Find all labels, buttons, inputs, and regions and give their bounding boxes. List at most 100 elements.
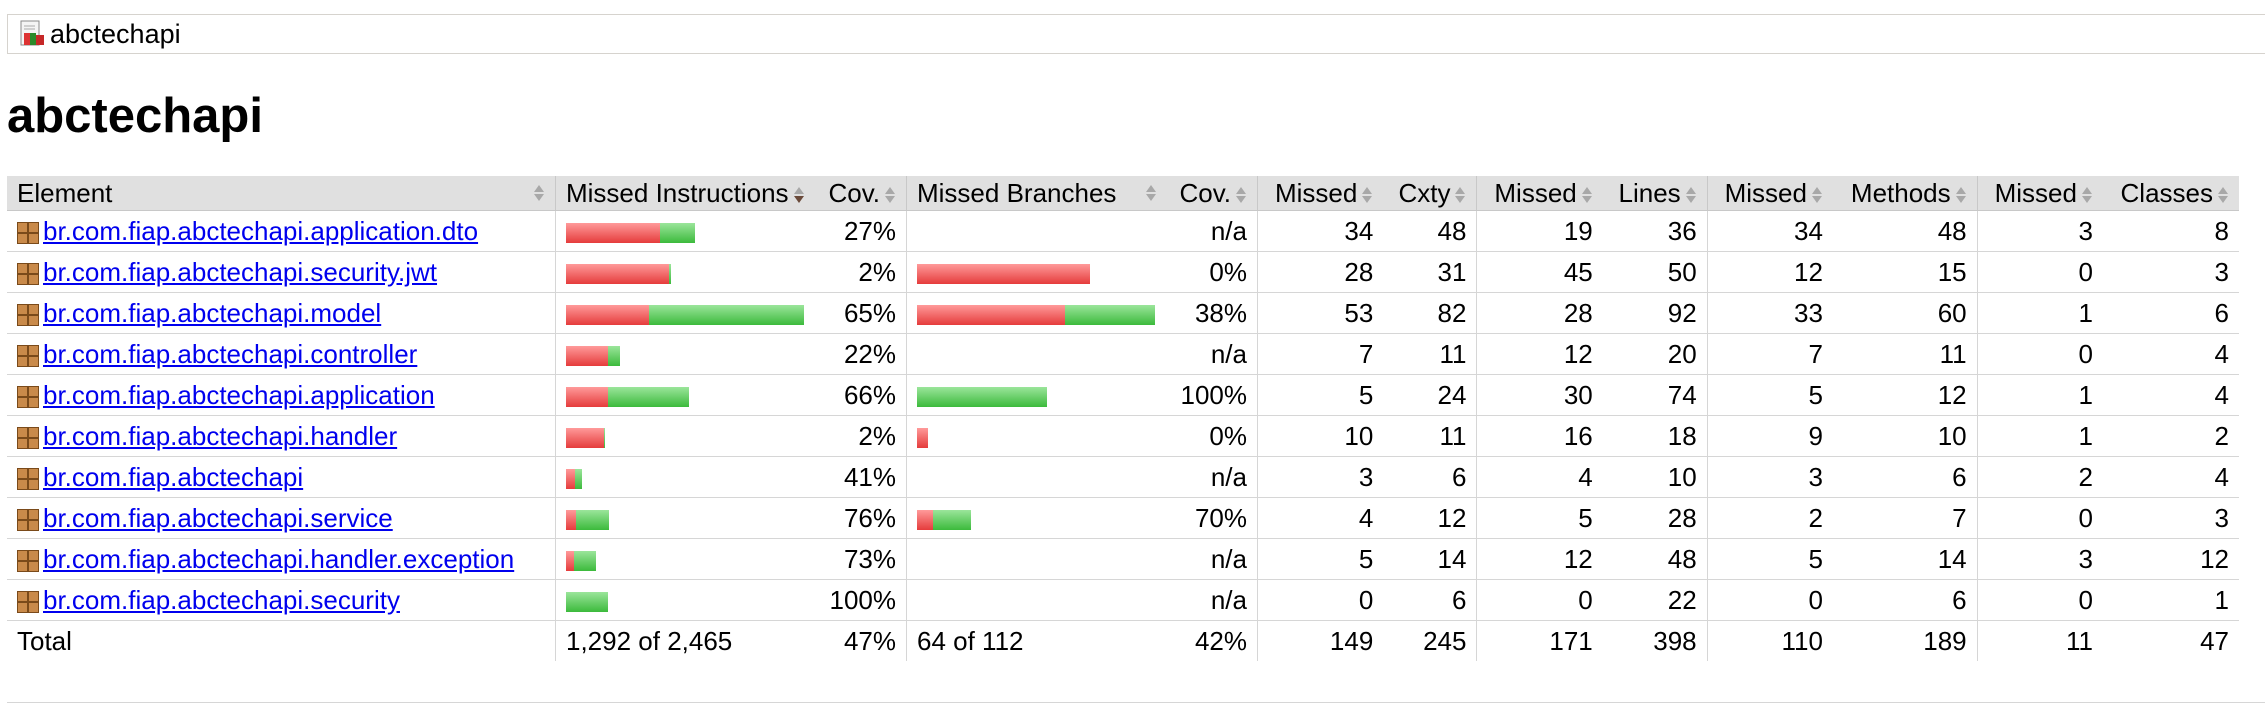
package-link[interactable]: br.com.fiap.abctechapi.security bbox=[43, 584, 400, 615]
package-link[interactable]: br.com.fiap.abctechapi.model bbox=[43, 297, 382, 328]
missed-instructions-bar-cell bbox=[555, 333, 816, 375]
classes: 1 bbox=[2102, 579, 2239, 621]
missed-complexity: 34 bbox=[1257, 210, 1384, 252]
package-icon bbox=[17, 549, 39, 572]
total-classes: 47 bbox=[2200, 625, 2229, 656]
table-row: br.com.fiap.abctechapi.controller 22% n/a 7… bbox=[7, 333, 2239, 375]
branches-coverage: n/a bbox=[1167, 538, 1258, 580]
package-link[interactable]: br.com.fiap.abctechapi.security.jwt bbox=[43, 256, 438, 287]
sort-icon bbox=[1685, 185, 1697, 205]
package-link[interactable]: br.com.fiap.abctechapi.service bbox=[43, 502, 393, 533]
missed-bar-segment bbox=[917, 509, 933, 530]
header-complexity[interactable]: Cxty bbox=[1383, 176, 1477, 211]
missed-branches-bar-cell bbox=[906, 251, 1167, 293]
header-missed-branches[interactable]: Missed Branches bbox=[906, 176, 1167, 211]
complexity: 48 bbox=[1383, 210, 1477, 252]
missed-instructions-bar-cell bbox=[555, 292, 816, 334]
sort-icon bbox=[2081, 185, 2093, 205]
missed-complexity: 5 bbox=[1257, 374, 1384, 416]
coverage-table: Element Missed Instructions Cov. Missed … bbox=[7, 176, 2239, 661]
package-link[interactable]: br.com.fiap.abctechapi.application bbox=[43, 379, 435, 410]
missed-instructions-bar-cell bbox=[555, 579, 816, 621]
sort-icon bbox=[1454, 185, 1466, 205]
coverage-bar bbox=[566, 304, 804, 325]
package-icon bbox=[17, 344, 39, 367]
package-cell: br.com.fiap.abctechapi.controller bbox=[7, 333, 556, 375]
package-cell: br.com.fiap.abctechapi.security bbox=[7, 579, 556, 621]
package-link[interactable]: br.com.fiap.abctechapi.handler bbox=[43, 420, 398, 451]
table-row: br.com.fiap.abctechapi.application 66% 100… bbox=[7, 374, 2239, 416]
total-methods: 189 bbox=[1923, 625, 1967, 656]
complexity: 6 bbox=[1383, 456, 1477, 498]
methods: 6 bbox=[1832, 579, 1978, 621]
branches-coverage: n/a bbox=[1167, 579, 1258, 621]
missed-lines: 5 bbox=[1476, 497, 1603, 539]
header-lines[interactable]: Lines bbox=[1602, 176, 1708, 211]
covered-bar-segment bbox=[660, 222, 695, 243]
missed-methods: 0 bbox=[1706, 579, 1833, 621]
package-icon bbox=[17, 590, 39, 613]
instructions-coverage: 2% bbox=[816, 415, 907, 457]
package-cell: br.com.fiap.abctechapi.service bbox=[7, 497, 556, 539]
covered-bar-segment bbox=[576, 509, 609, 530]
missed-complexity: 0 bbox=[1257, 579, 1384, 621]
missed-classes: 0 bbox=[1976, 333, 2103, 375]
classes: 3 bbox=[2102, 497, 2239, 539]
missed-methods: 2 bbox=[1706, 497, 1833, 539]
coverage-bar bbox=[917, 509, 971, 530]
package-cell: br.com.fiap.abctechapi.application bbox=[7, 374, 556, 416]
instructions-coverage: 27% bbox=[816, 210, 907, 252]
missed-bar-segment bbox=[566, 386, 608, 407]
instructions-coverage: 76% bbox=[816, 497, 907, 539]
header-methods[interactable]: Methods bbox=[1832, 176, 1978, 211]
complexity: 6 bbox=[1383, 579, 1477, 621]
missed-lines: 12 bbox=[1476, 333, 1603, 375]
package-cell: br.com.fiap.abctechapi.handler.exception bbox=[7, 538, 556, 580]
package-icon bbox=[17, 508, 39, 531]
missed-instructions-bar-cell bbox=[555, 456, 816, 498]
breadcrumb-label[interactable]: abctechapi bbox=[50, 18, 181, 49]
header-missed-instructions[interactable]: Missed Instructions bbox=[555, 176, 816, 211]
total-branches-coverage: 42% bbox=[1194, 625, 1247, 656]
methods: 11 bbox=[1832, 333, 1978, 375]
covered-bar-segment bbox=[917, 386, 1047, 407]
header-branches-coverage[interactable]: Cov. bbox=[1167, 176, 1258, 211]
table-row: br.com.fiap.abctechapi.security 100% n/a 0 6… bbox=[7, 579, 2239, 621]
missed-instructions-bar-cell bbox=[555, 251, 816, 293]
total-complexity: 245 bbox=[1423, 625, 1467, 656]
sort-icon bbox=[1581, 185, 1593, 205]
missed-methods: 5 bbox=[1706, 538, 1833, 580]
missed-lines: 4 bbox=[1476, 456, 1603, 498]
coverage-bar bbox=[917, 386, 1047, 407]
classes: 3 bbox=[2102, 251, 2239, 293]
package-link[interactable]: br.com.fiap.abctechapi.handler.exception bbox=[43, 543, 515, 574]
header-missed-classes[interactable]: Missed bbox=[1976, 176, 2103, 211]
missed-instructions-bar-cell bbox=[555, 415, 816, 457]
total-instructions-coverage: 47% bbox=[843, 625, 896, 656]
missed-complexity: 3 bbox=[1257, 456, 1384, 498]
lines: 18 bbox=[1602, 415, 1708, 457]
header-missed-lines[interactable]: Missed bbox=[1476, 176, 1603, 211]
header-element[interactable]: Element bbox=[7, 176, 556, 211]
header-missed-complexity[interactable]: Missed bbox=[1257, 176, 1384, 211]
header-missed-methods[interactable]: Missed bbox=[1706, 176, 1833, 211]
table-row: br.com.fiap.abctechapi 41% n/a 3 6 4 10 3 6 2 4 bbox=[7, 456, 2239, 498]
header-instructions-coverage[interactable]: Cov. bbox=[816, 176, 907, 211]
missed-classes: 2 bbox=[1976, 456, 2103, 498]
package-link[interactable]: br.com.fiap.abctechapi bbox=[43, 461, 304, 492]
sort-icon bbox=[1811, 185, 1823, 205]
header-classes[interactable]: Classes bbox=[2102, 176, 2239, 211]
missed-methods: 3 bbox=[1706, 456, 1833, 498]
package-link[interactable]: br.com.fiap.abctechapi.application.dto bbox=[43, 215, 479, 246]
sort-desc-icon bbox=[793, 185, 805, 205]
sort-icon bbox=[1361, 185, 1373, 205]
lines: 28 bbox=[1602, 497, 1708, 539]
missed-complexity: 4 bbox=[1257, 497, 1384, 539]
lines: 50 bbox=[1602, 251, 1708, 293]
missed-lines: 45 bbox=[1476, 251, 1603, 293]
classes: 2 bbox=[2102, 415, 2239, 457]
package-link[interactable]: br.com.fiap.abctechapi.controller bbox=[43, 338, 418, 369]
missed-instructions-bar-cell bbox=[555, 497, 816, 539]
table-row: br.com.fiap.abctechapi.model 65% 38% 53 82 28… bbox=[7, 292, 2239, 334]
total-missed-classes: 11 bbox=[1976, 620, 2103, 661]
